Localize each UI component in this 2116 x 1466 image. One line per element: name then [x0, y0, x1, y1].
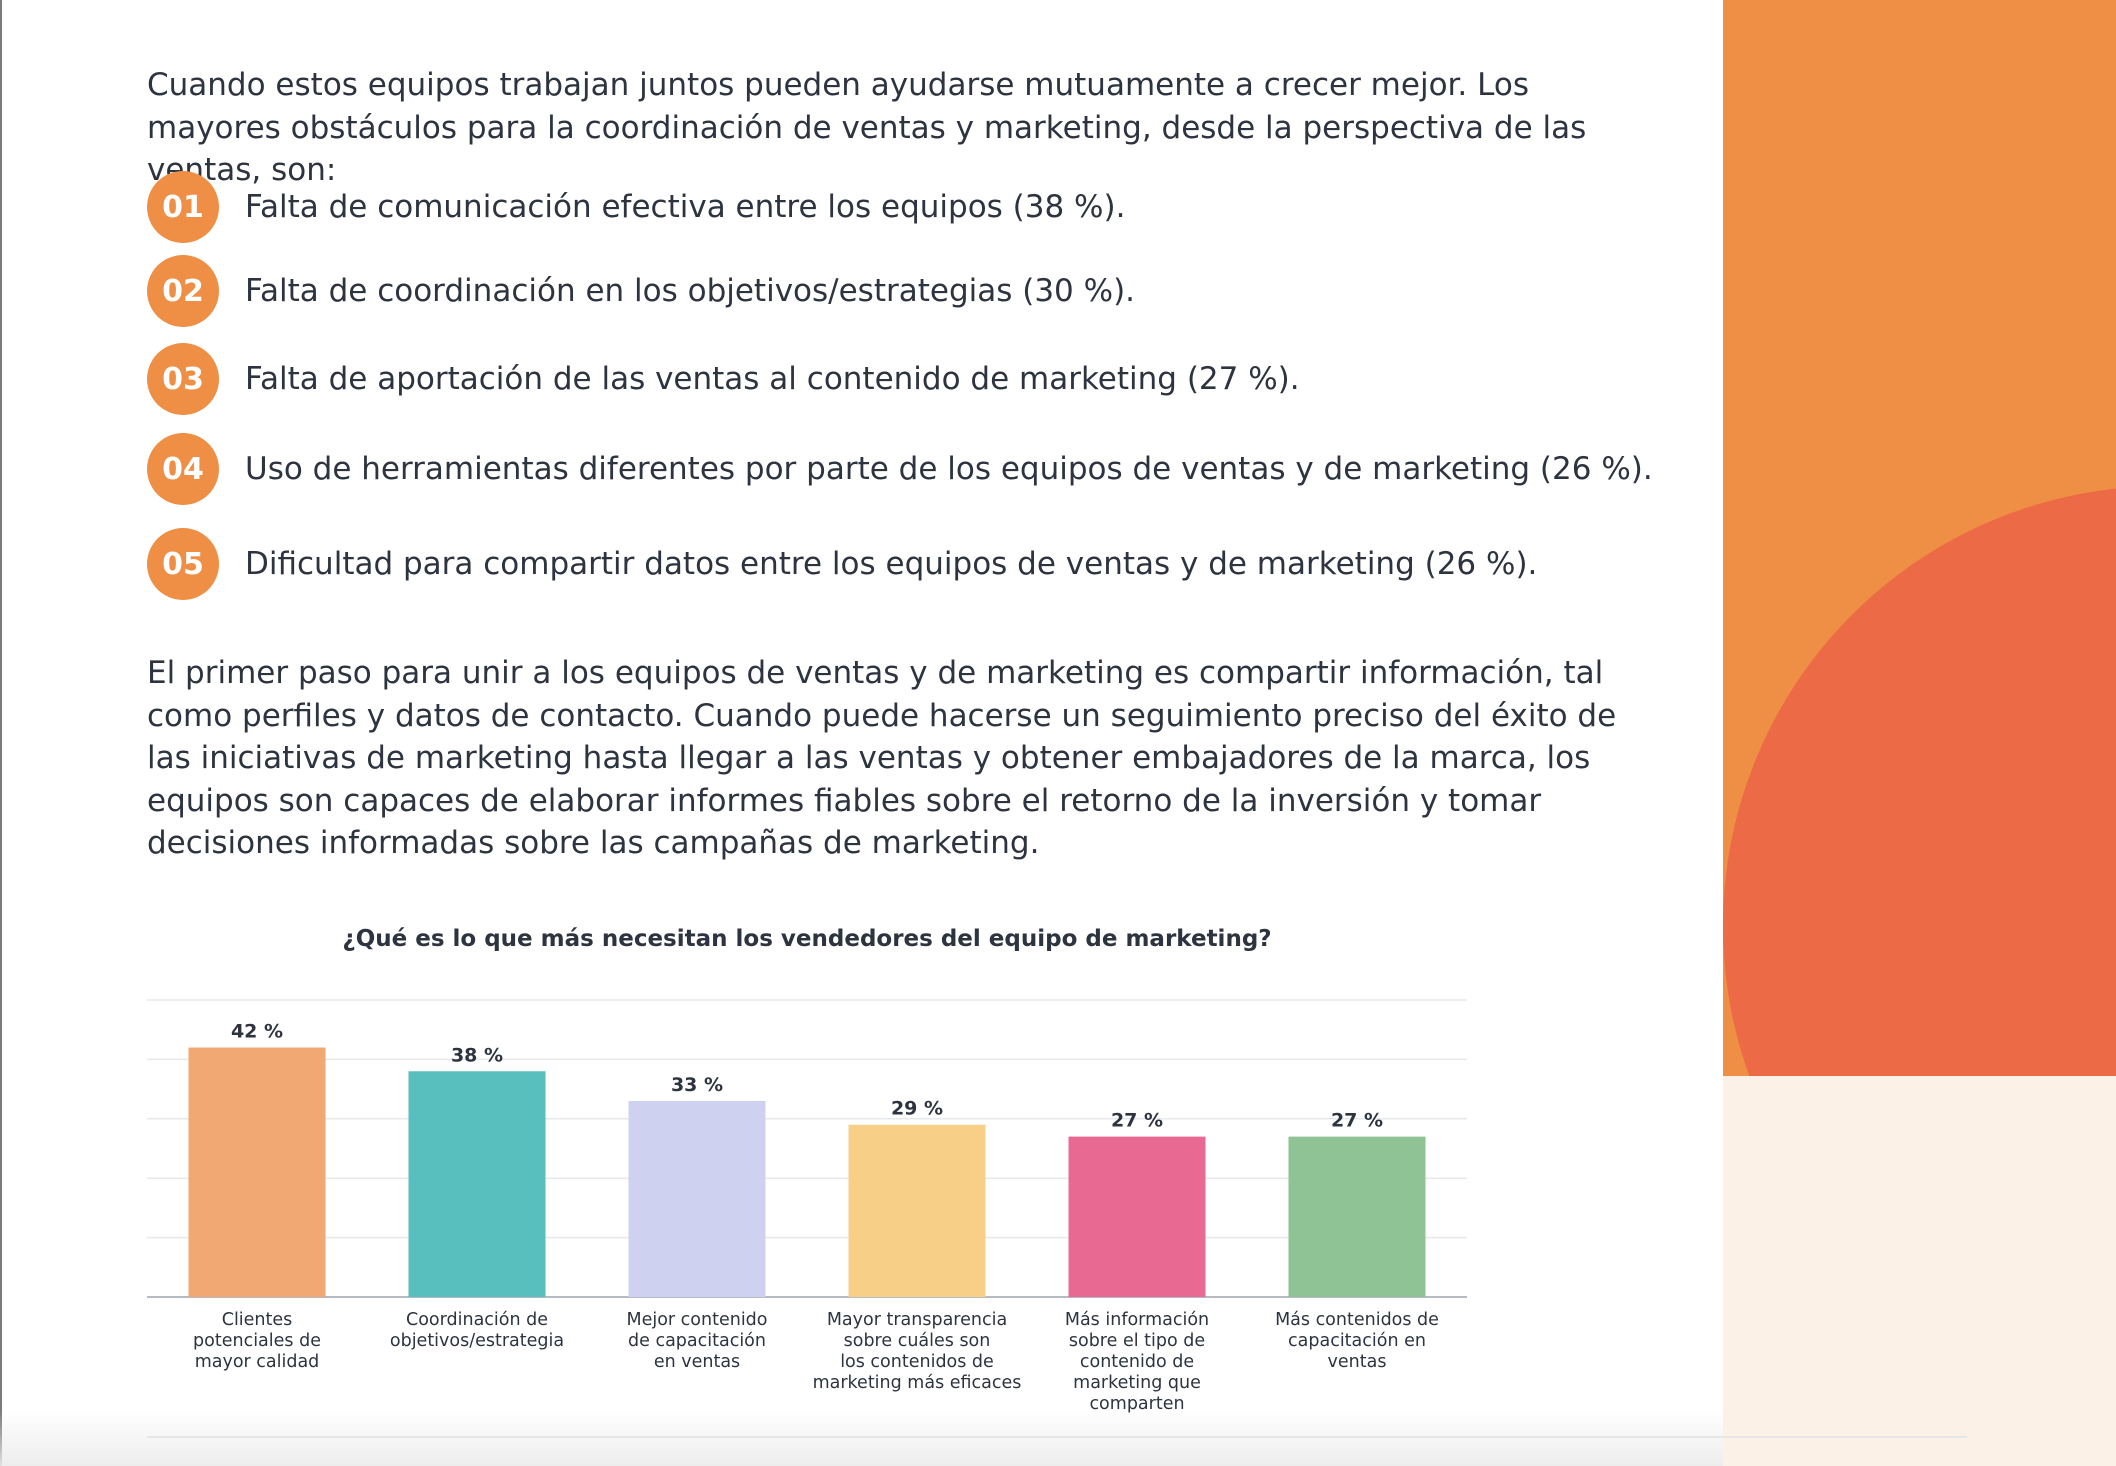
chart-bar [848, 1124, 986, 1297]
bar-value-label: 29 % [891, 1098, 943, 1120]
chart-bar [628, 1100, 766, 1297]
body-paragraph: El primer paso para unir a los equipos d… [147, 655, 1617, 861]
list-item: 04 Uso de herramientas diferentes por pa… [147, 433, 1653, 505]
list-item: 03 Falta de aportación de las ventas al … [147, 343, 1300, 415]
intro-paragraph: Cuando estos equipos trabajan juntos pue… [147, 67, 1587, 188]
list-item-text: Falta de aportación de las ventas al con… [245, 361, 1300, 397]
list-item-text: Falta de comunicación efectiva entre los… [245, 189, 1126, 225]
chart-bar [408, 1071, 546, 1297]
number-badge: 02 [147, 255, 219, 327]
decorative-side-panel [1723, 0, 2116, 1466]
category-label: Mejor contenido de capacitación en ventas [626, 1310, 767, 1372]
decorative-cream-block [1723, 1076, 2116, 1466]
bar-chart: 42 % Clientes potenciales de mayor calidad 3… [147, 999, 1467, 1414]
list-item-text: Falta de coordinación en los objetivos/e… [245, 273, 1136, 309]
chart-bars [188, 1047, 1426, 1297]
bar-value-label: 38 % [451, 1044, 503, 1066]
chart-gridlines [147, 999, 1467, 1298]
category-label: Mayor transparencia sobre cuáles son los c… [813, 1310, 1022, 1393]
category-label: Más información sobre el tipo de contenido… [1065, 1310, 1209, 1414]
category-label: Clientes potenciales de mayor calidad [193, 1310, 321, 1372]
bar-value-label: 42 % [231, 1021, 283, 1043]
chart-bar [1068, 1136, 1206, 1297]
chart-labels: 42 % Clientes potenciales de mayor calidad 3… [193, 1021, 1439, 1414]
list-item: 01 Falta de comunicación efectiva entre … [147, 171, 1126, 243]
number-badge: 05 [147, 528, 219, 600]
category-label: Coordinación de objetivos/estrategia [390, 1310, 564, 1351]
number-badge: 04 [147, 433, 219, 505]
bar-value-label: 33 % [671, 1074, 723, 1096]
list-item-text: Dificultad para compartir datos entre lo… [245, 546, 1538, 582]
chart-bar [1288, 1136, 1426, 1297]
list-item: 02 Falta de coordinación en los objetivo… [147, 255, 1136, 327]
chart-bar [188, 1047, 326, 1297]
category-label: Más contenidos de capacitación en ventas [1275, 1310, 1439, 1372]
number-badge: 03 [147, 343, 219, 415]
bar-value-label: 27 % [1331, 1110, 1383, 1132]
list-item-text: Uso de herramientas diferentes por parte… [245, 451, 1653, 487]
chart-title: ¿Qué es lo que más necesitan los vendedo… [342, 926, 1272, 952]
number-badge: 01 [147, 171, 219, 243]
list-item: 05 Dificultad para compartir datos entre… [147, 528, 1538, 600]
footer-divider [147, 1436, 1967, 1438]
bottom-shade [0, 1410, 1723, 1466]
bar-value-label: 27 % [1111, 1110, 1163, 1132]
